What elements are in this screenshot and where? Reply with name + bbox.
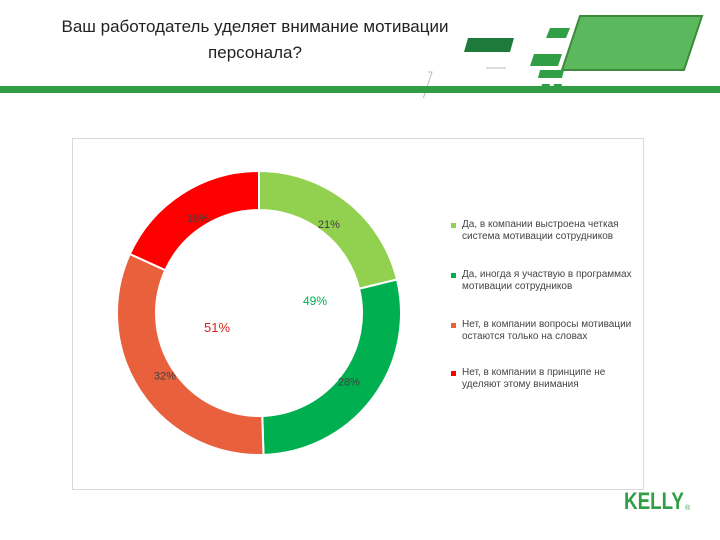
legend-swatch-2	[451, 273, 456, 278]
legend-swatch-4	[451, 371, 456, 376]
legend-label-3: Нет, в компании вопросы мотивации остают…	[462, 319, 632, 342]
donut-slice-4	[128, 169, 260, 272]
donut-slice-2	[261, 278, 402, 456]
legend-label-1: Да, в компании выстроена четкая система …	[462, 219, 619, 242]
donut-chart: 21% 28% 32% 18% 49% 51%	[116, 169, 402, 456]
slice-value-label-4: 18%	[187, 213, 209, 225]
page-title: Ваш работодатель уделяет внимание мотива…	[20, 14, 490, 66]
decorative-header-graphic	[422, 15, 704, 98]
legend-item-3: Нет, в компании вопросы мотивации остают…	[451, 319, 642, 343]
title-line-1: Ваш работодатель уделяет внимание мотива…	[61, 17, 449, 36]
chart-container: 21% 28% 32% 18% 49% 51% Да, в компании выстро…	[72, 138, 644, 490]
legend-swatch-1	[451, 223, 456, 228]
legend-item-4: Нет, в компании в принципе не уделяют эт…	[451, 367, 642, 391]
legend-label-2: Да, иногда я участвую в программах мотив…	[462, 269, 632, 292]
slice-value-label-3: 32%	[154, 371, 176, 383]
legend-item-2: Да, иногда я участвую в программах мотив…	[451, 269, 642, 293]
kelly-logo: KELLY ®	[624, 488, 691, 514]
logo-text: KELLY	[624, 488, 684, 514]
legend-label-4: Нет, в компании в принципе не уделяют эт…	[462, 367, 606, 390]
legend-item-1: Да, в компании выстроена четкая система …	[451, 219, 642, 243]
donut-slice-3	[116, 252, 265, 456]
logo-registered-mark: ®	[685, 504, 691, 512]
slice-value-label-2: 28%	[338, 376, 360, 388]
group-total-label-2: 51%	[204, 320, 230, 335]
legend-swatch-3	[451, 323, 456, 328]
group-total-label-1: 49%	[303, 294, 327, 308]
title-line-2: персонала?	[208, 43, 302, 62]
header-rule	[0, 86, 720, 93]
slice-value-label-1: 21%	[318, 219, 340, 231]
